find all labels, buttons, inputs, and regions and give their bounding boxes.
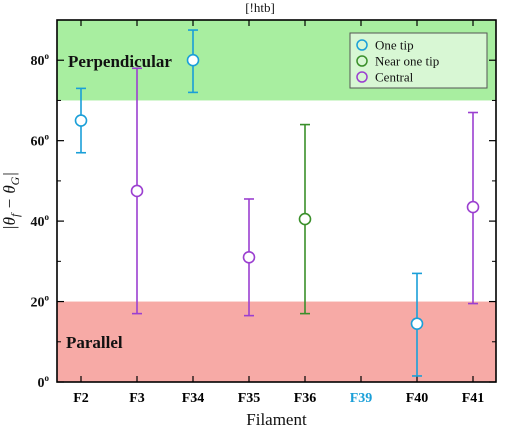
legend-label: One tip xyxy=(375,38,414,53)
x-tick-label: F39 xyxy=(350,391,373,406)
x-tick-label: F35 xyxy=(238,391,261,406)
legend-label: Near one tip xyxy=(375,54,439,69)
band-label-perpendicular: Perpendicular xyxy=(68,52,172,71)
data-point xyxy=(410,317,424,330)
data-point xyxy=(186,53,200,67)
data-point xyxy=(298,212,312,226)
data-point xyxy=(130,184,144,198)
band-label-parallel: Parallel xyxy=(66,333,123,352)
legend-marker xyxy=(356,71,368,83)
y-tick-label: 60o xyxy=(31,132,50,150)
x-tick-label: F3 xyxy=(129,391,145,406)
legend-marker xyxy=(356,39,368,51)
data-point xyxy=(466,200,480,214)
x-tick-label: F34 xyxy=(182,391,205,406)
x-tick-label: F40 xyxy=(406,391,429,406)
x-tick-label: F36 xyxy=(294,391,317,406)
y-tick-label: 20o xyxy=(31,293,50,311)
x-axis-label: Filament xyxy=(246,410,307,429)
data-point xyxy=(242,251,256,264)
legend-box xyxy=(349,32,488,89)
plot-frame xyxy=(56,19,497,383)
data-point xyxy=(74,114,88,127)
figure-placement-note: [!htb] xyxy=(245,0,275,15)
y-tick-label: 40o xyxy=(31,212,50,230)
x-tick-label: F41 xyxy=(462,391,485,406)
y-tick-label: 0o xyxy=(38,373,50,391)
band-parallel xyxy=(57,301,496,382)
legend-marker xyxy=(356,55,368,67)
y-tick-label: 80o xyxy=(31,51,50,69)
legend-label: Central xyxy=(375,70,414,85)
x-tick-label: F2 xyxy=(73,391,89,406)
y-axis-label: |θf − θG| xyxy=(0,172,22,230)
